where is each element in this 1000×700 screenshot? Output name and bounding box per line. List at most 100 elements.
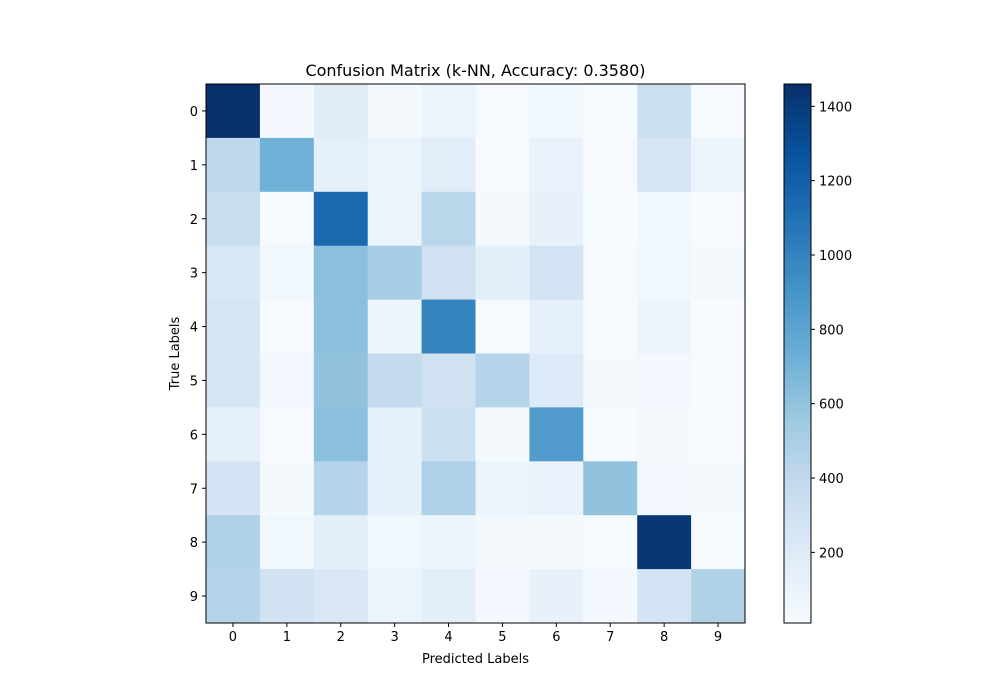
heatmap-cell-1-7 bbox=[583, 137, 638, 193]
heatmap-cell-5-5 bbox=[475, 353, 530, 408]
heatmap-cell-0-7 bbox=[583, 84, 638, 139]
heatmap-cell-2-8 bbox=[637, 191, 692, 247]
heatmap-cell-6-8 bbox=[637, 407, 692, 462]
heatmap-cell-5-6 bbox=[529, 353, 584, 408]
heatmap-cell-4-0 bbox=[206, 299, 261, 354]
heatmap-cell-0-5 bbox=[475, 84, 530, 139]
heatmap-cell-1-6 bbox=[529, 137, 584, 193]
heatmap-cell-7-0 bbox=[206, 461, 261, 516]
heatmap-cell-6-3 bbox=[367, 407, 423, 462]
x-tick-label: 0 bbox=[229, 630, 237, 645]
x-tick-label: 5 bbox=[498, 630, 506, 645]
heatmap-cell-2-5 bbox=[475, 191, 530, 247]
y-tick-label: 8 bbox=[190, 536, 198, 551]
heatmap-cells bbox=[206, 84, 746, 624]
heatmap-cell-8-0 bbox=[206, 515, 261, 570]
heatmap-cell-8-6 bbox=[529, 515, 584, 570]
heatmap-cell-5-2 bbox=[313, 353, 369, 408]
heatmap-cell-2-2 bbox=[313, 191, 369, 247]
x-tick-label: 2 bbox=[337, 630, 345, 645]
heatmap-cell-3-3 bbox=[367, 245, 423, 301]
x-axis-label: Predicted Labels bbox=[422, 652, 529, 667]
colorbar-tick-label: 1200 bbox=[819, 175, 852, 190]
heatmap-cell-3-5 bbox=[475, 245, 530, 301]
y-tick-label: 3 bbox=[190, 267, 198, 282]
heatmap-cell-9-2 bbox=[313, 569, 369, 624]
heatmap-cell-8-8 bbox=[637, 515, 692, 570]
heatmap-cell-8-7 bbox=[583, 515, 638, 570]
heatmap-cell-7-9 bbox=[691, 461, 746, 516]
heatmap-cell-5-1 bbox=[259, 353, 315, 408]
heatmap-cell-6-6 bbox=[529, 407, 584, 462]
heatmap-cell-5-0 bbox=[206, 353, 261, 408]
heatmap-cell-1-5 bbox=[475, 137, 530, 193]
heatmap-cell-2-0 bbox=[206, 191, 261, 247]
heatmap-cell-7-4 bbox=[421, 461, 476, 516]
heatmap-cell-7-8 bbox=[637, 461, 692, 516]
heatmap-cell-6-0 bbox=[206, 407, 261, 462]
heatmap-cell-8-1 bbox=[259, 515, 315, 570]
chart-title: Confusion Matrix (k-NN, Accuracy: 0.3580… bbox=[305, 61, 645, 80]
heatmap-cell-2-9 bbox=[691, 191, 746, 247]
heatmap-cell-9-5 bbox=[475, 569, 530, 624]
y-tick-label: 2 bbox=[190, 213, 198, 228]
heatmap-cell-1-1 bbox=[259, 137, 315, 193]
heatmap-cell-9-7 bbox=[583, 569, 638, 624]
colorbar-tick-label: 200 bbox=[819, 546, 844, 561]
heatmap-cell-4-2 bbox=[313, 299, 369, 354]
heatmap-cell-6-5 bbox=[475, 407, 530, 462]
heatmap-cell-8-3 bbox=[367, 515, 423, 570]
heatmap-cell-9-6 bbox=[529, 569, 584, 624]
heatmap-cell-0-4 bbox=[421, 84, 476, 139]
heatmap-cell-7-1 bbox=[259, 461, 315, 516]
heatmap-cell-3-7 bbox=[583, 245, 638, 301]
y-tick-label: 9 bbox=[190, 590, 198, 605]
heatmap-cell-0-6 bbox=[529, 84, 584, 139]
heatmap-cell-7-5 bbox=[475, 461, 530, 516]
heatmap-cell-1-8 bbox=[637, 137, 692, 193]
heatmap-cell-1-9 bbox=[691, 137, 746, 193]
y-tick-label: 4 bbox=[190, 321, 198, 336]
heatmap-cell-9-0 bbox=[206, 569, 261, 624]
heatmap-cell-0-9 bbox=[691, 84, 746, 139]
heatmap-cell-7-2 bbox=[313, 461, 369, 516]
heatmap-cell-6-1 bbox=[259, 407, 315, 462]
x-tick-label: 3 bbox=[391, 630, 399, 645]
heatmap-cell-5-9 bbox=[691, 353, 746, 408]
y-tick-label: 5 bbox=[190, 374, 198, 389]
heatmap-cell-1-4 bbox=[421, 137, 476, 193]
x-tick-label: 9 bbox=[714, 630, 722, 645]
heatmap-cell-1-2 bbox=[313, 137, 369, 193]
y-tick-label: 7 bbox=[190, 482, 198, 497]
colorbar-tick-label: 1000 bbox=[819, 249, 852, 264]
y-axis-ticks: 0 1 2 3 4 5 6 7 8 9 bbox=[190, 105, 206, 605]
heatmap-cell-6-7 bbox=[583, 407, 638, 462]
heatmap-cell-4-4 bbox=[421, 299, 476, 354]
heatmap-cell-4-9 bbox=[691, 299, 746, 354]
heatmap-cell-4-3 bbox=[367, 299, 423, 354]
heatmap-cell-5-7 bbox=[583, 353, 638, 408]
heatmap-cell-3-6 bbox=[529, 245, 584, 301]
heatmap-cell-4-8 bbox=[637, 299, 692, 354]
heatmap-cell-5-4 bbox=[421, 353, 476, 408]
colorbar-tick-label: 1400 bbox=[819, 100, 852, 115]
heatmap-cell-5-3 bbox=[367, 353, 423, 408]
colorbar-tick-label: 800 bbox=[819, 323, 844, 338]
y-tick-label: 6 bbox=[190, 428, 198, 443]
colorbar-tick-label: 600 bbox=[819, 398, 844, 413]
heatmap-cell-5-8 bbox=[637, 353, 692, 408]
heatmap-cell-6-4 bbox=[421, 407, 476, 462]
heatmap-cell-9-8 bbox=[637, 569, 692, 624]
heatmap-cell-2-1 bbox=[259, 191, 315, 247]
heatmap-cell-0-0 bbox=[206, 84, 261, 139]
y-tick-label: 0 bbox=[190, 105, 198, 120]
heatmap-cell-8-4 bbox=[421, 515, 476, 570]
heatmap-cell-1-3 bbox=[367, 137, 423, 193]
heatmap-cell-0-2 bbox=[313, 84, 369, 139]
heatmap-cell-0-8 bbox=[637, 84, 692, 139]
heatmap-cell-8-2 bbox=[313, 515, 369, 570]
heatmap-cell-4-7 bbox=[583, 299, 638, 354]
x-tick-label: 6 bbox=[552, 630, 560, 645]
heatmap-cell-9-3 bbox=[367, 569, 423, 624]
